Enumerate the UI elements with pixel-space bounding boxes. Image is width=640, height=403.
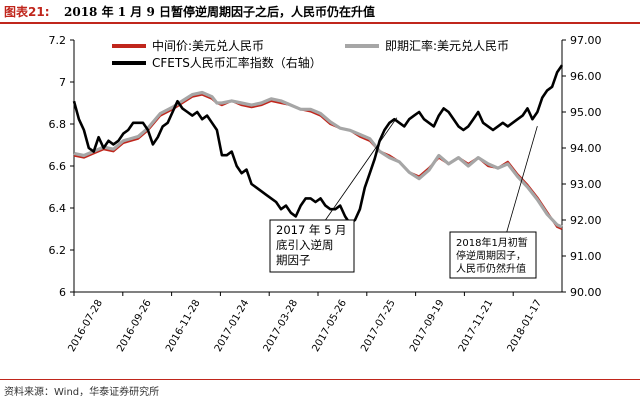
x-tick-label: 2017-09-19 bbox=[408, 298, 447, 354]
annotation-text: 2018年1月初暂 bbox=[456, 236, 528, 249]
legend-layer: 中间价:美元兑人民币 即期汇率:美元兑人民币 CFETS人民币汇率指数（右轴） bbox=[112, 38, 509, 70]
series-line-2 bbox=[73, 90, 563, 229]
left-tick-label: 6.6 bbox=[49, 160, 67, 173]
x-tick-label: 2016-11-28 bbox=[164, 298, 203, 354]
series-layer bbox=[72, 64, 564, 231]
annotation-text: 底引入逆周 bbox=[276, 238, 334, 252]
axis-layer: 6 6.2 6.4 6.6 6.8 7 7.2 90.00 91.00 92.00 93.00 94.… bbox=[49, 34, 602, 354]
right-tick-label: 92.00 bbox=[570, 214, 602, 227]
x-tick-label: 2017-07-25 bbox=[359, 298, 398, 354]
annotation-text: 停逆周期因子， bbox=[456, 249, 526, 262]
right-tick-label: 93.00 bbox=[570, 178, 602, 191]
left-tick-label: 6 bbox=[59, 286, 66, 299]
legend-label: 中间价:美元兑人民币 bbox=[152, 38, 264, 53]
right-tick-label: 97.00 bbox=[570, 34, 602, 47]
annotation-text: 人民币仍然升值 bbox=[456, 262, 526, 275]
right-tick-label: 91.00 bbox=[570, 250, 602, 263]
left-tick-label: 6.4 bbox=[49, 202, 67, 215]
annotation-box bbox=[269, 219, 355, 273]
right-tick-label: 96.00 bbox=[570, 70, 602, 83]
figure-label: 图表21: bbox=[4, 5, 50, 19]
annotation-pointer bbox=[506, 125, 538, 233]
left-tick-label: 7 bbox=[59, 76, 66, 89]
x-tick-label: 2016-07-28 bbox=[66, 298, 105, 354]
right-tick-label: 94.00 bbox=[570, 142, 602, 155]
annotation-pointer bbox=[325, 117, 398, 221]
right-tick-label: 90.00 bbox=[570, 286, 602, 299]
left-tick-label: 7.2 bbox=[49, 34, 67, 47]
x-tick-label: 2017-03-28 bbox=[262, 298, 301, 354]
source-note: 资料来源：Wind，华泰证券研究所 bbox=[4, 387, 160, 398]
left-tick-label: 6.8 bbox=[49, 118, 67, 131]
x-tick-label: 2018-01-17 bbox=[506, 298, 545, 354]
right-tick-label: 95.00 bbox=[570, 106, 602, 119]
x-tick-label: 2017-05-26 bbox=[310, 298, 349, 354]
left-tick-label: 6.2 bbox=[49, 244, 67, 257]
annotation-text: 期因子 bbox=[276, 253, 311, 267]
x-tick-label: 2016-09-26 bbox=[115, 298, 154, 354]
bottom-rule bbox=[0, 379, 640, 380]
annotation-text: 2017 年 5 月 bbox=[276, 223, 347, 237]
figure-title: 2018 年 1 月 9 日暂停逆周期因子之后，人民币仍在升值 bbox=[64, 5, 375, 19]
x-tick-label: 2017-11-21 bbox=[457, 298, 496, 354]
x-tick-label: 2017-01-24 bbox=[213, 298, 252, 354]
series-line-1 bbox=[73, 93, 563, 231]
legend-label: 即期汇率:美元兑人民币 bbox=[385, 38, 509, 53]
legend-label: CFETS人民币汇率指数（右轴） bbox=[152, 55, 322, 70]
series-line-3 bbox=[72, 64, 564, 225]
title-bar: 图表21: 2018 年 1 月 9 日暂停逆周期因子之后，人民币仍在升值 bbox=[0, 0, 640, 24]
exchange-rate-chart: 6 6.2 6.4 6.6 6.8 7 7.2 90.00 91.00 92.00 93.00 94.… bbox=[49, 34, 602, 354]
annotation-box bbox=[449, 231, 537, 279]
